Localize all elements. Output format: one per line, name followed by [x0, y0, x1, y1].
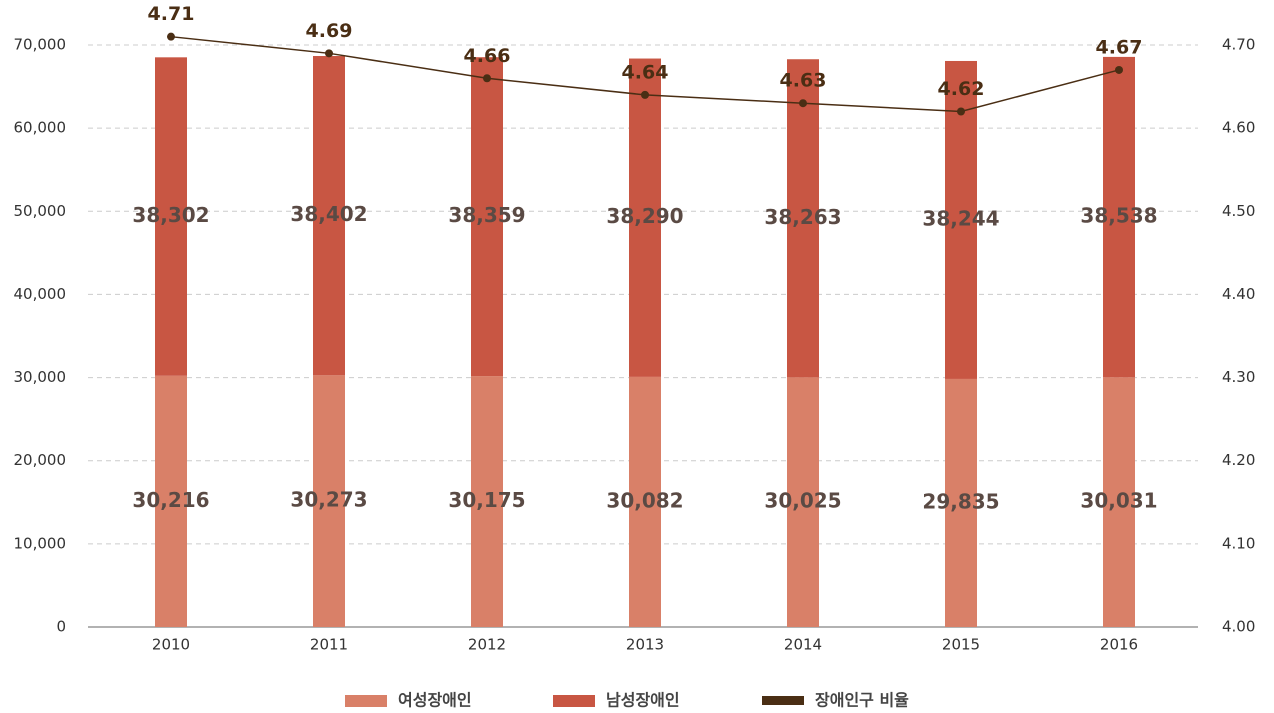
y2-tick-label: 4.60: [1222, 119, 1255, 137]
y2-tick-label: 4.70: [1222, 36, 1255, 54]
value-label: 38,538: [1080, 204, 1157, 228]
line-point: [957, 107, 965, 116]
x-tick-label: 2010: [152, 636, 190, 654]
bar-segment: [629, 376, 661, 627]
legend-label: 여성장애인: [398, 691, 472, 710]
y2-tick-label: 4.10: [1222, 534, 1255, 552]
bar-segment: [787, 377, 819, 627]
y-tick-label: 40,000: [14, 285, 67, 303]
value-label: 30,216: [132, 488, 209, 512]
value-label: 30,025: [764, 489, 841, 513]
point-label: 4.62: [938, 78, 985, 100]
y2-tick-label: 4.30: [1222, 368, 1255, 386]
x-tick-label: 2013: [626, 636, 664, 654]
y-tick-label: 30,000: [14, 368, 67, 386]
legend-swatch: [762, 696, 804, 705]
point-label: 4.71: [148, 3, 195, 25]
x-tick-label: 2011: [310, 636, 348, 654]
x-tick-label: 2016: [1100, 636, 1138, 654]
value-label: 38,290: [606, 204, 683, 228]
value-label: 30,031: [1080, 489, 1157, 513]
line-point: [641, 90, 649, 99]
x-tick-label: 2012: [468, 636, 506, 654]
point-label: 4.67: [1096, 36, 1143, 58]
y-tick-label: 60,000: [14, 119, 67, 137]
line-point: [325, 49, 333, 58]
value-label: 30,082: [606, 488, 683, 512]
y2-tick-label: 4.20: [1222, 451, 1255, 469]
legend-label: 남성장애인: [606, 691, 680, 710]
bar-segment: [787, 59, 819, 378]
y-tick-label: 10,000: [14, 534, 67, 552]
value-label: 29,835: [922, 489, 999, 513]
y2-tick-label: 4.40: [1222, 285, 1255, 303]
line-point: [799, 99, 807, 108]
line-point: [167, 32, 175, 41]
y-tick-label: 50,000: [14, 202, 67, 220]
point-label: 4.69: [306, 20, 353, 42]
point-label: 4.66: [464, 45, 511, 67]
legend-swatch: [345, 695, 387, 707]
bar-segment: [945, 378, 977, 627]
legend-label: 장애인구 비율: [815, 691, 909, 710]
bar-segment: [471, 57, 503, 377]
bar-segment: [629, 58, 661, 377]
bar-segment: [1103, 377, 1135, 627]
y2-tick-label: 4.00: [1222, 618, 1255, 636]
value-label: 38,263: [764, 205, 841, 229]
x-tick-label: 2014: [784, 636, 822, 654]
value-label: 38,244: [922, 206, 999, 230]
y-tick-label: 70,000: [14, 36, 67, 54]
x-tick-label: 2015: [942, 636, 980, 654]
value-label: 38,402: [290, 202, 367, 226]
value-label: 38,302: [132, 203, 209, 227]
y2-tick-label: 4.50: [1222, 202, 1255, 220]
value-label: 38,359: [448, 203, 525, 227]
y-tick-label: 20,000: [14, 451, 67, 469]
bar-segment: [155, 375, 187, 627]
bar-segment: [155, 57, 187, 376]
point-label: 4.63: [780, 70, 827, 92]
point-label: 4.64: [622, 61, 669, 83]
value-label: 30,175: [448, 488, 525, 512]
bar-segment: [313, 56, 345, 376]
value-label: 30,273: [290, 488, 367, 512]
bar-segment: [313, 375, 345, 627]
line-point: [483, 74, 491, 83]
bar-segment: [1103, 56, 1135, 378]
y-tick-label: 0: [56, 618, 66, 636]
bar-segment: [471, 376, 503, 627]
legend-swatch: [553, 695, 595, 707]
line-point: [1115, 65, 1123, 74]
